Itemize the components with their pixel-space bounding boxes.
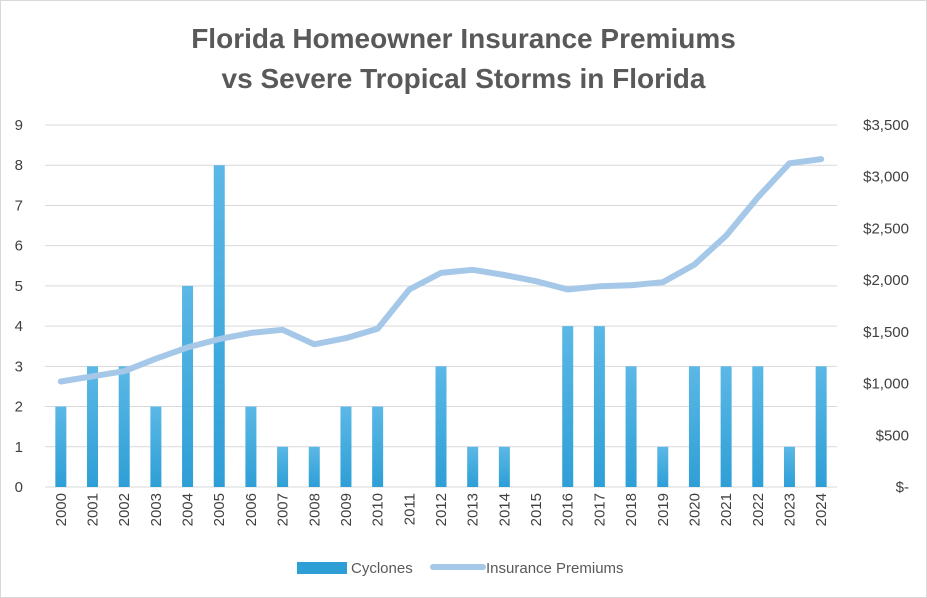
cyclone-bar-2018 [625,366,637,487]
cyclone-bar-2008 [308,446,320,487]
x-axis-label-2011: 2011 [401,493,418,525]
cyclone-bar-2001 [87,366,99,487]
x-axis-label-2006: 2006 [243,493,260,526]
x-axis-label-2019: 2019 [655,493,672,526]
cyclone-bar-2000 [55,406,67,487]
legend-swatch-cyclones [297,562,347,574]
x-axis-label-2013: 2013 [465,493,482,526]
x-axis: 2000 2001 2002 2003 2004 2005 2006 2007 2008 2009… [53,493,830,526]
left-axis-tick-label: 1 [15,439,23,456]
cyclone-bar-2004 [182,285,194,487]
legend-label-insurance-premiums: Insurance Premiums [486,560,624,577]
legend-label-cyclones: Cyclones [351,560,413,577]
x-axis-label-2023: 2023 [781,493,798,526]
right-axis-tick-label: $1,000 [863,376,909,393]
x-axis-label-2014: 2014 [496,493,513,526]
x-axis-label-2021: 2021 [718,493,735,526]
right-axis-tick-label: $- [896,479,909,496]
premium-line-layer [57,156,825,385]
right-axis-tick-label: $1,500 [863,324,909,341]
x-axis-label-2002: 2002 [116,493,133,526]
cyclone-bar-2019 [657,446,669,487]
cyclone-bars [55,165,827,487]
cyclone-bar-2017 [593,326,605,487]
right-axis-tick-label: $2,500 [863,220,909,237]
cyclone-bar-2012 [435,366,447,487]
right-axis-tick-label: $2,000 [863,272,909,289]
cyclone-bar-2006 [245,406,257,487]
right-axis-tick-label: $3,500 [863,117,909,134]
x-axis-label-2012: 2012 [433,493,450,526]
right-axis: $- $500 $1,000 $1,500 $2,000 $2,500 $3,000 $3,5… [863,117,909,496]
cyclone-bar-2020 [688,366,700,487]
left-axis-tick-label: 7 [15,197,23,214]
left-axis: 0 1 2 3 4 5 6 7 8 9 [15,117,23,496]
cyclone-bar-2023 [783,446,795,487]
cyclone-bar-2014 [498,446,510,487]
x-axis-label-2017: 2017 [591,493,608,526]
cyclone-bar-2002 [118,366,130,487]
cyclone-bar-2010 [372,406,384,487]
left-axis-tick-label: 0 [15,479,23,496]
left-axis-tick-label: 8 [15,157,23,174]
x-axis-label-2010: 2010 [370,493,387,526]
cyclone-bar-2021 [720,366,732,487]
chart-title-line-2: vs Severe Tropical Storms in Florida [221,63,706,94]
x-axis-label-2005: 2005 [211,493,228,526]
chart-title: Florida Homeowner Insurance Premiums vs … [1,19,926,99]
x-axis-label-2022: 2022 [750,493,767,526]
legend: Cyclones Insurance Premiums [297,560,624,577]
left-axis-tick-label: 3 [15,358,23,375]
cyclone-bar-2013 [467,446,479,487]
right-axis-tick-label: $500 [876,427,909,444]
chart-title-line-1: Florida Homeowner Insurance Premiums [191,23,736,54]
cyclone-bar-2005 [213,165,225,487]
x-axis-label-2024: 2024 [813,493,830,526]
left-axis-tick-label: 4 [15,318,23,335]
cyclone-bar-2024 [815,366,827,487]
left-axis-tick-label: 9 [15,117,23,134]
x-axis-label-2016: 2016 [560,493,577,526]
x-axis-label-2007: 2007 [275,493,292,526]
x-axis-label-2009: 2009 [338,493,355,526]
cyclone-bar-2003 [150,406,162,487]
left-axis-tick-label: 5 [15,278,23,295]
x-axis-label-2004: 2004 [180,493,197,526]
cyclone-bar-2022 [752,366,764,487]
x-axis-label-2018: 2018 [623,493,640,526]
x-axis-label-2000: 2000 [53,493,70,526]
x-axis-label-2001: 2001 [85,493,102,526]
right-axis-tick-label: $3,000 [863,169,909,186]
x-axis-label-2015: 2015 [528,493,545,526]
cyclone-bar-2016 [562,326,574,487]
cyclone-bar-2007 [277,446,289,487]
x-axis-label-2003: 2003 [148,493,165,526]
insurance-premiums-line [57,156,825,385]
left-axis-tick-label: 2 [15,399,23,416]
x-axis-label-2020: 2020 [686,493,703,526]
cyclone-bar-2009 [340,406,352,487]
left-axis-tick-label: 6 [15,238,23,255]
x-axis-label-2008: 2008 [306,493,323,526]
